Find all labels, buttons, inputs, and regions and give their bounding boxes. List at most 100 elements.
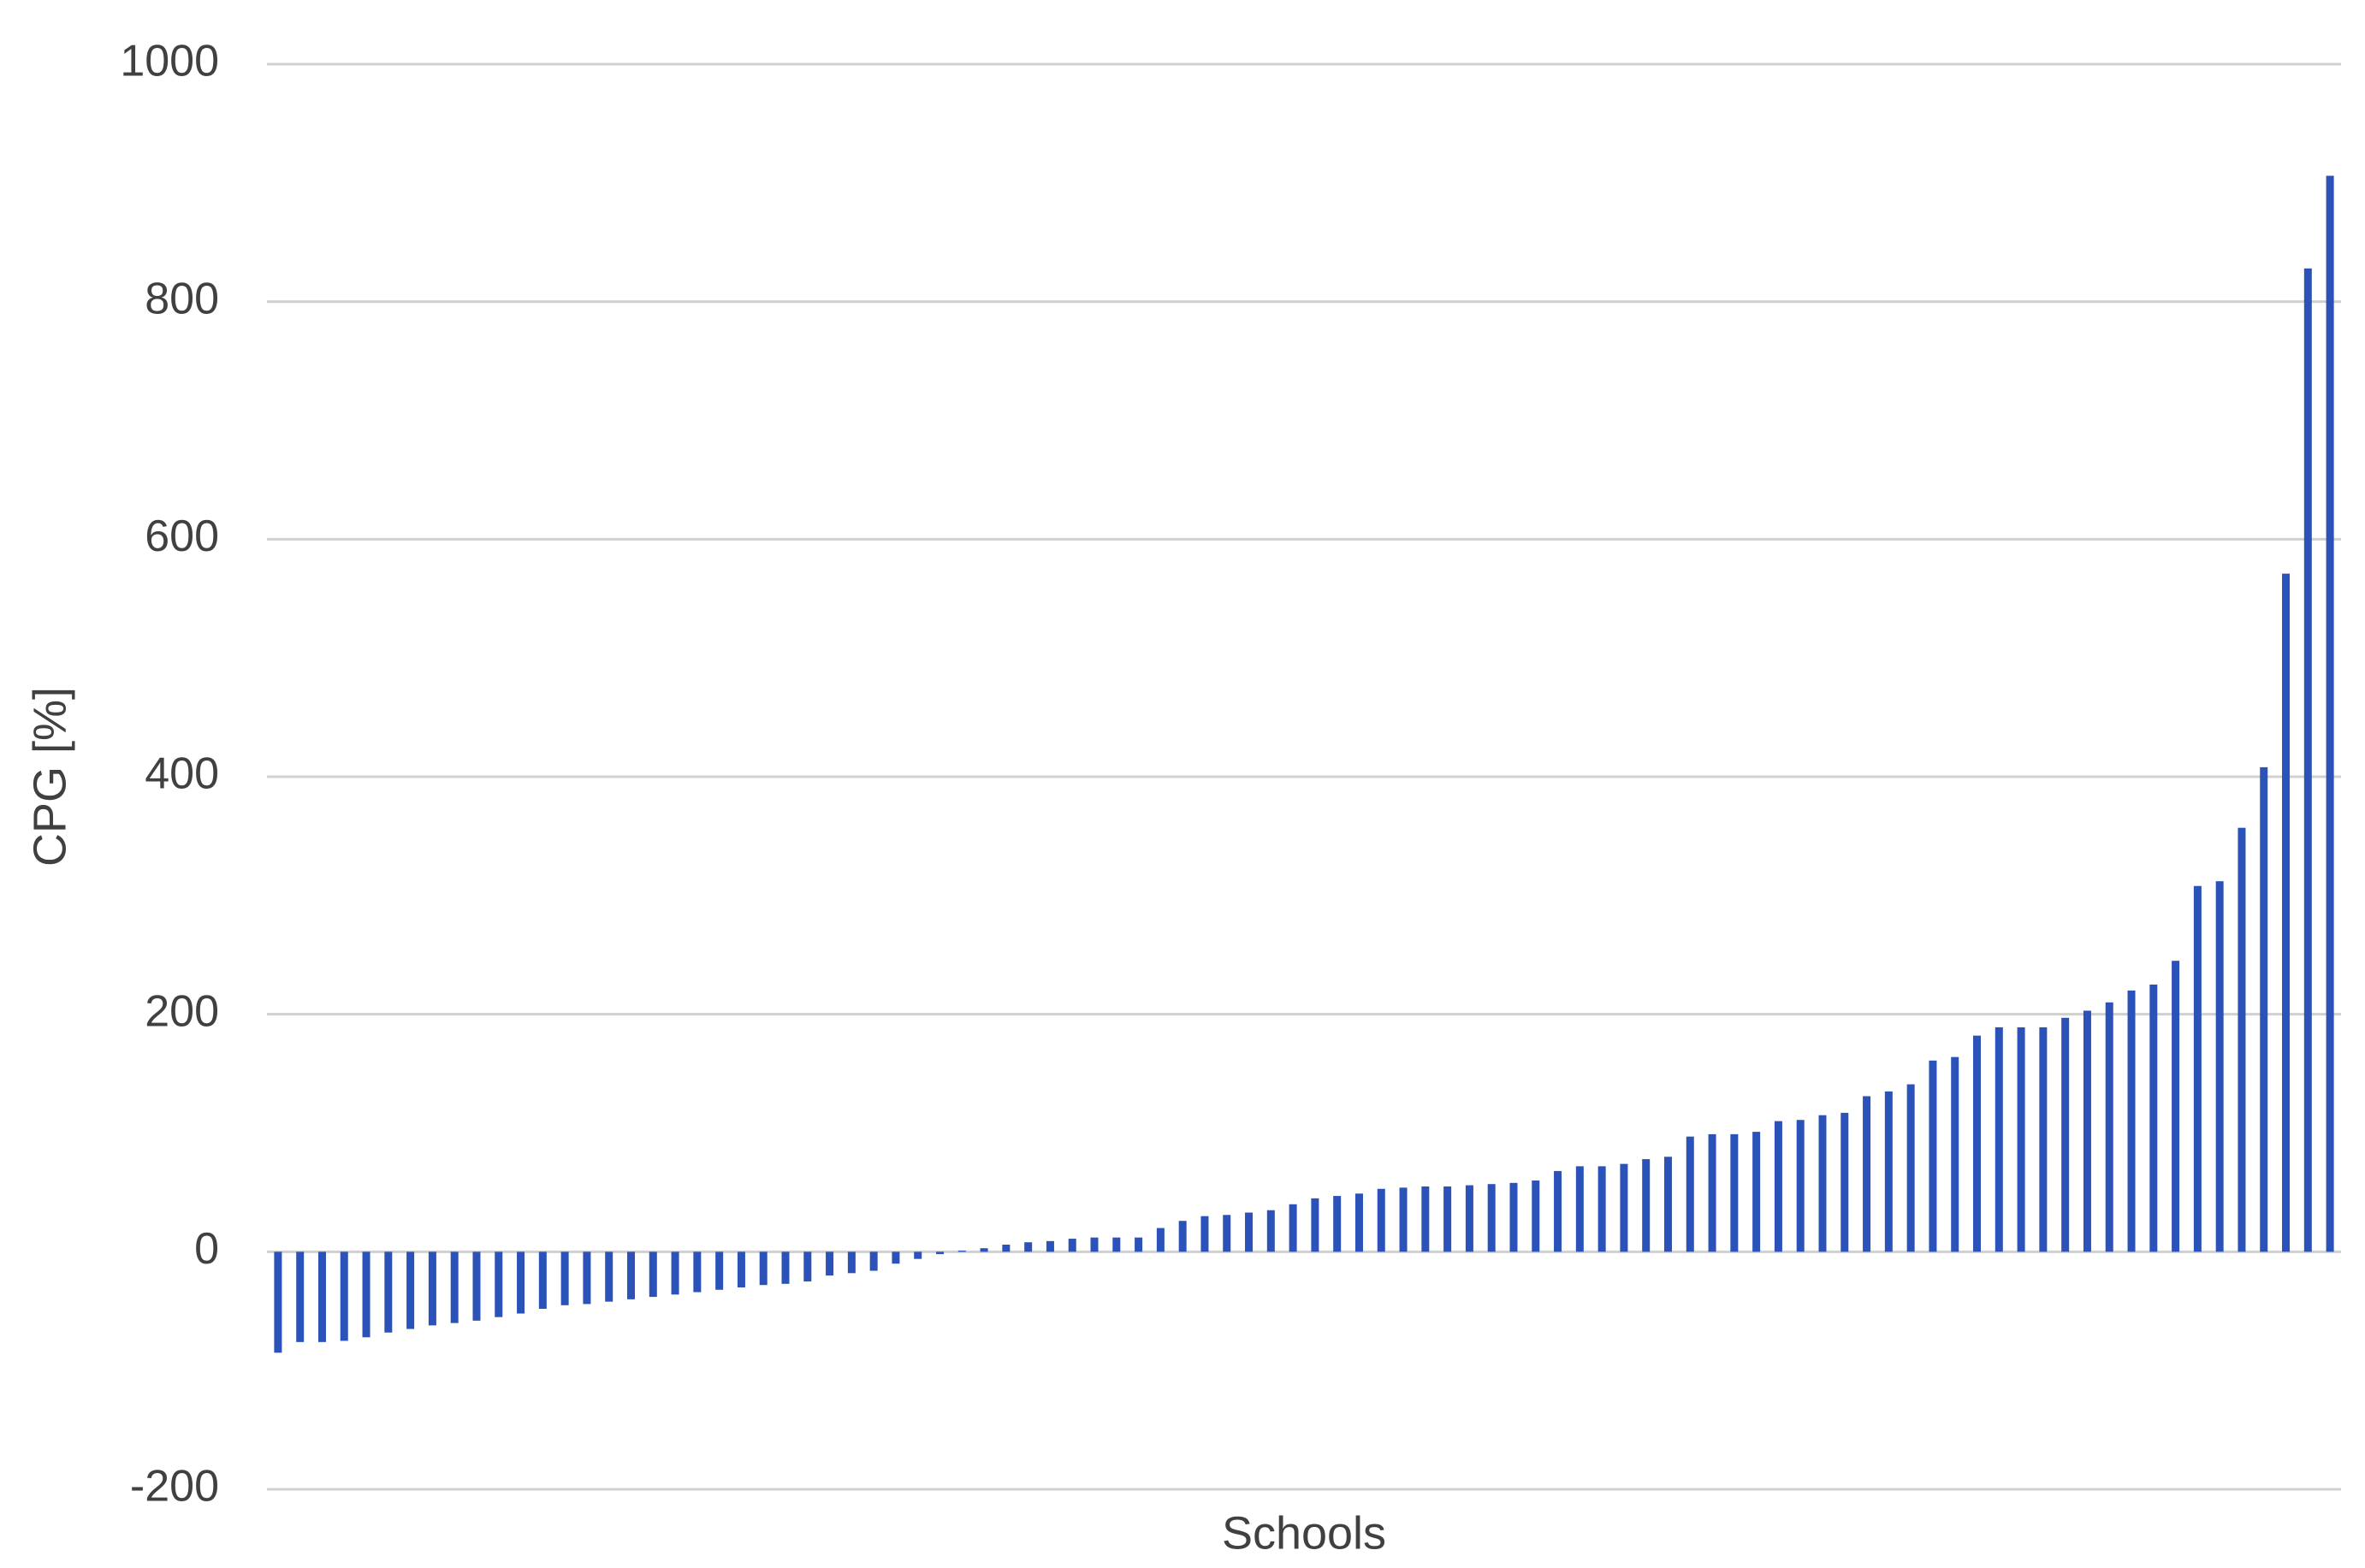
bar <box>2039 1027 2048 1252</box>
bar <box>1995 1027 2003 1252</box>
x-axis-title: Schools <box>1222 1507 1386 1559</box>
bar <box>803 1251 812 1282</box>
bar <box>1906 1084 1915 1252</box>
bar <box>2083 1010 2091 1252</box>
bar <box>1663 1157 1672 1252</box>
bar <box>1642 1159 1651 1252</box>
y-tick-label: 600 <box>145 512 219 561</box>
bar <box>605 1251 613 1302</box>
bar <box>2061 1017 2070 1252</box>
bar <box>1951 1056 1959 1252</box>
bar <box>626 1251 635 1299</box>
bar <box>2260 766 2268 1252</box>
bar <box>1686 1136 1694 1252</box>
y-tick-label: 400 <box>145 749 219 799</box>
bar <box>1532 1180 1540 1252</box>
bar <box>583 1251 591 1305</box>
bar <box>1178 1221 1187 1252</box>
bar <box>1884 1091 1893 1252</box>
bar <box>2172 961 2180 1252</box>
y-tick-label: -200 <box>130 1462 219 1512</box>
bar <box>1840 1112 1849 1252</box>
bar <box>1620 1163 1628 1252</box>
bar <box>1377 1188 1385 1252</box>
bar <box>2193 885 2202 1252</box>
bar <box>1752 1132 1761 1252</box>
y-axis-title: CPG [%] <box>24 687 75 867</box>
bar <box>671 1251 679 1295</box>
bar <box>1487 1184 1496 1252</box>
bar <box>781 1251 790 1284</box>
bar <box>1818 1115 1827 1252</box>
y-tick-label: 200 <box>145 986 219 1036</box>
bar <box>1443 1186 1452 1252</box>
y-tick-label: 800 <box>145 274 219 323</box>
bar <box>1730 1133 1739 1252</box>
bar <box>2017 1027 2025 1252</box>
bar <box>2282 573 2291 1252</box>
bar <box>1245 1212 1254 1252</box>
bar <box>2105 1002 2113 1252</box>
bar <box>649 1251 657 1298</box>
bar <box>2303 268 2312 1252</box>
bar <box>1289 1204 1297 1252</box>
bar <box>1575 1166 1584 1252</box>
bar <box>1046 1240 1054 1252</box>
bar <box>1796 1120 1805 1252</box>
bar <box>1421 1186 1430 1252</box>
bar <box>1024 1242 1033 1252</box>
bar <box>914 1251 922 1259</box>
bar <box>1973 1035 1982 1252</box>
bar <box>1774 1121 1782 1252</box>
bar <box>1266 1210 1275 1252</box>
bar <box>1465 1185 1473 1252</box>
bar <box>428 1251 436 1326</box>
bar <box>274 1251 282 1353</box>
bar <box>715 1251 724 1290</box>
bar <box>2326 175 2334 1252</box>
bar <box>869 1251 878 1271</box>
bar <box>560 1251 569 1305</box>
bar <box>1068 1239 1076 1252</box>
bar <box>693 1251 702 1293</box>
bar <box>1929 1060 1937 1252</box>
bar <box>384 1251 393 1333</box>
bar <box>2215 881 2224 1252</box>
bar <box>936 1251 945 1255</box>
bar <box>538 1251 547 1309</box>
bar <box>472 1251 481 1321</box>
bar <box>1708 1133 1716 1252</box>
bar <box>2238 827 2246 1252</box>
bar <box>1311 1198 1319 1252</box>
bar <box>1135 1237 1143 1252</box>
y-tick-label: 0 <box>194 1224 219 1274</box>
bar <box>495 1251 503 1317</box>
bar <box>1597 1166 1606 1252</box>
bar <box>1002 1245 1011 1252</box>
bar <box>450 1251 459 1323</box>
bar <box>892 1251 900 1264</box>
bar <box>847 1251 856 1274</box>
bar <box>737 1251 745 1287</box>
bar <box>1354 1193 1363 1252</box>
bar <box>1333 1196 1342 1252</box>
bar <box>1223 1215 1231 1252</box>
bar <box>406 1251 415 1329</box>
bar <box>1090 1237 1099 1252</box>
bar <box>2149 984 2158 1252</box>
bar <box>1863 1096 1871 1252</box>
bar <box>1554 1170 1562 1252</box>
bar <box>296 1251 305 1342</box>
bar <box>1200 1216 1209 1252</box>
bar <box>759 1251 768 1286</box>
bar <box>1156 1228 1165 1252</box>
bar <box>1112 1237 1121 1252</box>
bar <box>2127 990 2136 1252</box>
bar <box>317 1251 326 1342</box>
bar <box>980 1248 988 1252</box>
bar <box>340 1251 348 1341</box>
bar <box>1399 1187 1408 1252</box>
y-tick-label: 1000 <box>120 37 219 86</box>
